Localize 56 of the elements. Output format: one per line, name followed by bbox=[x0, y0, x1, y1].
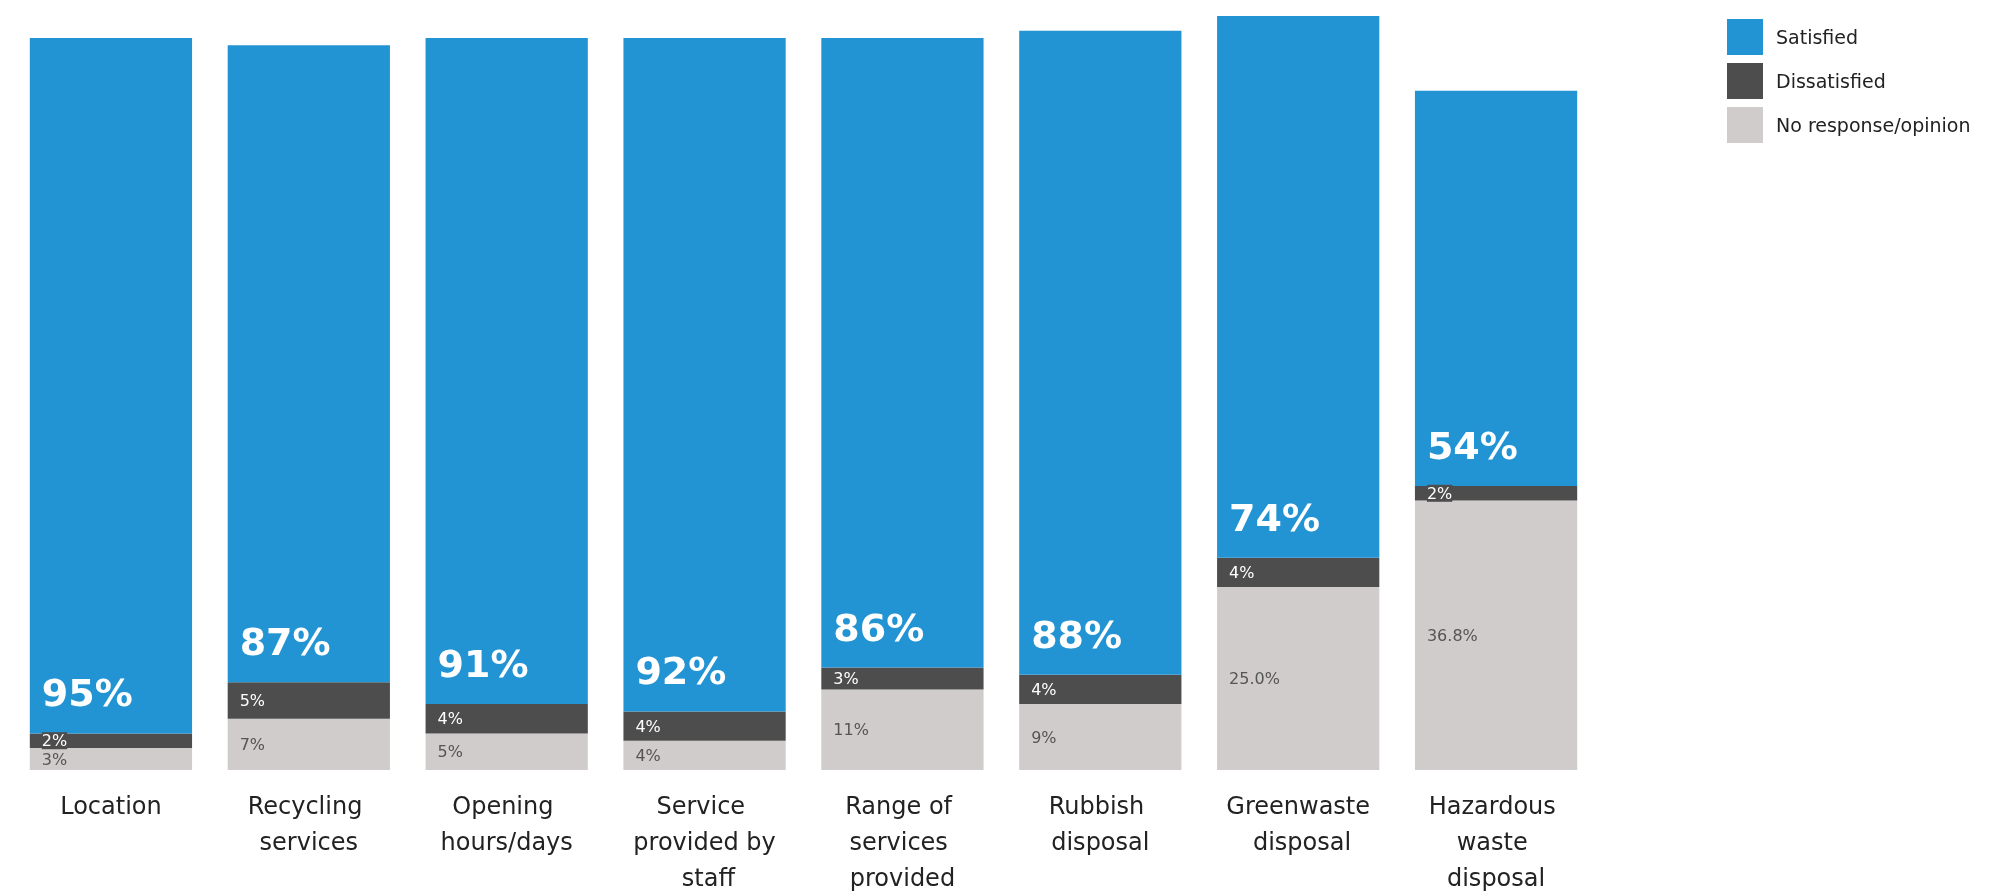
data-label: 36.8% bbox=[1426, 625, 1478, 645]
data-label: 5% bbox=[239, 690, 266, 710]
x-tick-label: Greenwaste disposal bbox=[1226, 792, 1371, 856]
data-label: 3% bbox=[833, 669, 859, 688]
x-tick-label: Opening hours/days bbox=[440, 792, 573, 856]
data-label: 7% bbox=[239, 734, 266, 754]
bar bbox=[425, 704, 588, 734]
bar bbox=[1019, 704, 1182, 770]
data-label: 25.0% bbox=[1229, 669, 1280, 688]
data-label: 4% bbox=[1031, 679, 1057, 699]
bar bbox=[1019, 674, 1182, 705]
bar bbox=[425, 733, 588, 770]
x-tick-label: Rubbish disposal bbox=[1048, 792, 1152, 856]
bar bbox=[29, 37, 193, 734]
legend-label: No response/opinion bbox=[1776, 114, 1971, 136]
data-label: 4% bbox=[635, 745, 661, 765]
bar bbox=[29, 748, 193, 770]
bar bbox=[821, 689, 984, 770]
x-tick-label: Recycling services bbox=[247, 792, 370, 856]
bar bbox=[623, 37, 786, 712]
bar bbox=[227, 718, 390, 770]
data-label: 5% bbox=[437, 742, 463, 762]
data-label: 88% bbox=[1031, 612, 1123, 657]
bar bbox=[623, 740, 786, 770]
bar bbox=[1217, 16, 1380, 558]
bar bbox=[623, 711, 786, 741]
bar bbox=[821, 37, 984, 668]
data-label: 2% bbox=[41, 731, 68, 751]
legend-label: Satisfied bbox=[1776, 26, 1859, 48]
data-label: 87% bbox=[239, 620, 331, 665]
bar bbox=[227, 682, 390, 719]
bar bbox=[1414, 90, 1578, 486]
data-label: 4% bbox=[1229, 562, 1255, 582]
data-label: 4% bbox=[635, 716, 661, 736]
x-tick-label: Location bbox=[60, 792, 162, 820]
data-label: 11% bbox=[833, 720, 869, 740]
bar bbox=[1217, 557, 1380, 587]
data-label: 9% bbox=[1031, 727, 1057, 747]
x-tick-label: Hazardous waste disposal bbox=[1428, 792, 1564, 892]
legend-label: Dissatisfied bbox=[1776, 70, 1886, 92]
bar bbox=[227, 45, 390, 683]
data-label: 54% bbox=[1426, 423, 1518, 468]
bar bbox=[1414, 500, 1578, 770]
data-label: 3% bbox=[41, 749, 68, 769]
x-tick-label: Range of services provided bbox=[845, 792, 960, 892]
data-label: 86% bbox=[833, 605, 925, 650]
bar bbox=[1217, 586, 1380, 770]
data-label: 4% bbox=[437, 709, 463, 729]
data-label: 95% bbox=[41, 671, 133, 716]
data-label: 91% bbox=[437, 642, 529, 687]
data-label: 2% bbox=[1426, 483, 1453, 503]
x-tick-label: Service provided by staff bbox=[633, 792, 776, 892]
bar bbox=[1019, 30, 1182, 675]
bar bbox=[425, 37, 588, 705]
data-label: 92% bbox=[635, 649, 727, 694]
data-label: 74% bbox=[1229, 495, 1321, 540]
